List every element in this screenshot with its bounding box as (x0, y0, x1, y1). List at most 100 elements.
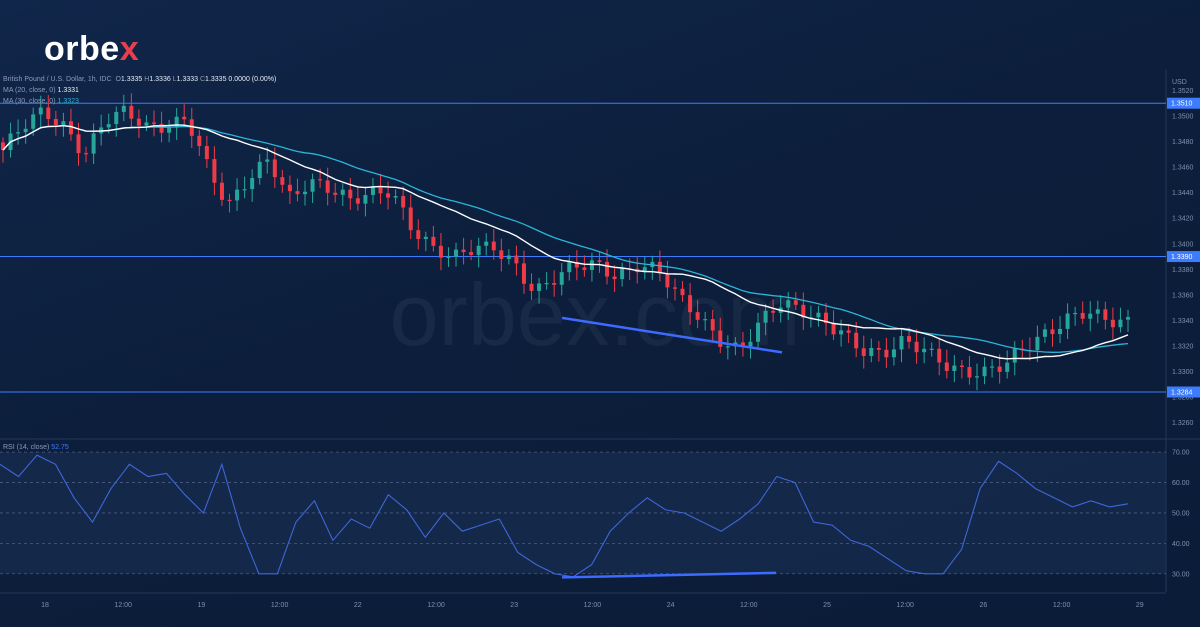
candles-group (1, 93, 1130, 391)
time-tick-label: 12:00 (114, 602, 132, 609)
currency-label: USD (1172, 79, 1187, 86)
time-tick-label: 12:00 (427, 602, 445, 609)
level-tag-bg (1167, 251, 1200, 263)
candle-body (725, 346, 730, 348)
candle-body (612, 276, 617, 280)
price-tick-label: 1.3340 (1172, 318, 1194, 325)
candle-body (1058, 328, 1063, 335)
candle-body (1035, 336, 1040, 351)
candle-body (823, 312, 828, 324)
candle-body (242, 189, 247, 191)
price-tick-label: 1.3420 (1172, 216, 1194, 223)
candle-body (801, 304, 806, 318)
candle-body (740, 342, 745, 347)
price-tick-label: 1.3260 (1172, 420, 1194, 427)
candle-body (657, 261, 662, 274)
candle-body (393, 196, 398, 198)
price-tick-label: 1.3360 (1172, 292, 1194, 299)
candle-body (257, 161, 262, 179)
candle-body (891, 349, 896, 358)
candle-body (76, 134, 81, 154)
candle-body (235, 189, 240, 201)
candle-body (68, 121, 73, 135)
candle-body (537, 283, 542, 291)
candle-body (408, 207, 413, 231)
price-tick-label: 1.3440 (1172, 190, 1194, 197)
open-value: 1.3335 (120, 76, 143, 83)
level-tag-label: 1.3284 (1171, 390, 1193, 397)
high-label: H (144, 76, 150, 83)
candle-body (1088, 313, 1093, 319)
candle-body (929, 348, 934, 350)
candle-body (363, 195, 368, 204)
candle-body (197, 135, 202, 147)
candle-body (333, 192, 338, 195)
candle-body (318, 179, 323, 181)
candle-body (854, 332, 859, 349)
candle-body (574, 262, 579, 268)
candle-body (476, 245, 481, 255)
candle-body (959, 365, 964, 368)
candle-body (129, 105, 134, 119)
candle-body (280, 177, 285, 185)
candle-body (839, 330, 844, 335)
candle-body (665, 273, 670, 288)
candle-body (23, 128, 28, 133)
candle-body (295, 191, 300, 195)
candle-body (250, 178, 255, 190)
candle-body (174, 116, 179, 128)
candle-body (567, 262, 572, 273)
candle-body (589, 260, 594, 270)
candle-body (46, 107, 51, 119)
candle-body (756, 322, 761, 342)
candle-body (84, 153, 89, 155)
candle-body (272, 159, 277, 178)
level-tag-label: 1.3510 (1171, 101, 1193, 108)
candle-body (378, 186, 383, 194)
rsi-tick-label: 70.00 (1172, 450, 1190, 457)
ma20-line (2, 124, 1129, 360)
candle-body (1095, 309, 1100, 314)
candle-body (106, 124, 111, 128)
candle-body (491, 241, 496, 251)
candle-body (204, 146, 209, 160)
candle-body (1042, 329, 1047, 337)
time-tick-label: 29 (1136, 602, 1144, 609)
low-label: L (172, 76, 177, 83)
candle-body (265, 159, 270, 162)
candle-body (597, 260, 602, 262)
candle-body (446, 256, 451, 258)
price-tick-label: 1.3480 (1172, 139, 1194, 146)
candle-body (786, 300, 791, 308)
price-tick-label: 1.3520 (1172, 88, 1194, 95)
candle-body (861, 348, 866, 356)
candle-body (499, 250, 504, 259)
time-tick-label: 12:00 (271, 602, 289, 609)
candle-body (944, 362, 949, 371)
change-value: 0.0000 (0.00%) (228, 76, 277, 83)
candle-body (484, 241, 489, 246)
candle-body (152, 122, 157, 124)
close-label: C (199, 76, 206, 83)
rsi-tick-label: 40.00 (1172, 541, 1190, 548)
candle-body (1103, 309, 1108, 320)
candle-body (529, 283, 534, 291)
candle-body (974, 376, 979, 378)
candle-body (91, 133, 96, 154)
candle-body (907, 336, 912, 342)
time-tick-label: 25 (823, 602, 831, 609)
candle-body (31, 114, 36, 129)
close-value: 1.3335 (205, 76, 227, 83)
candle-body (937, 348, 942, 363)
price-tick-label: 1.3380 (1172, 267, 1194, 274)
candle-body (771, 310, 776, 313)
candle-body (876, 347, 881, 350)
candle-body (997, 366, 1002, 372)
rsi-label: RSI (14, close) (3, 444, 50, 451)
candle-body (182, 116, 187, 120)
candle-body (1005, 362, 1010, 372)
candle-body (61, 121, 66, 125)
candle-body (423, 236, 428, 240)
candle-body (710, 319, 715, 331)
